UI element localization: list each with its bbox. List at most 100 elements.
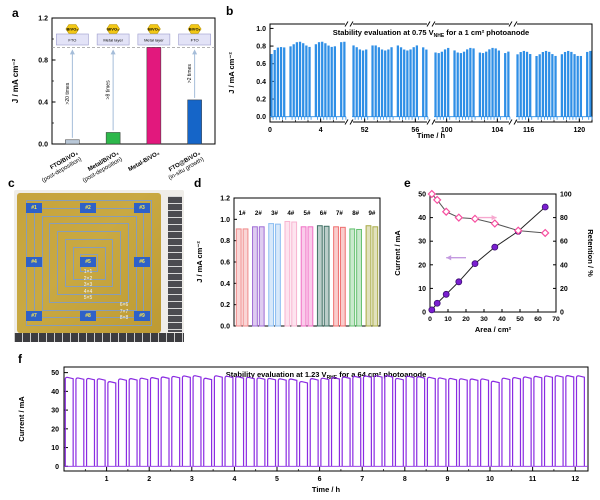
svg-text:BiVO₄: BiVO₄ bbox=[67, 27, 79, 32]
svg-text:Time / h: Time / h bbox=[417, 131, 446, 140]
svg-text:52: 52 bbox=[361, 127, 369, 134]
svg-text:20: 20 bbox=[51, 426, 59, 433]
svg-text:1#: 1# bbox=[239, 210, 246, 217]
svg-text:J / mA cm⁻²: J / mA cm⁻² bbox=[227, 52, 236, 94]
svg-text:100: 100 bbox=[441, 127, 453, 134]
svg-text:0.2: 0.2 bbox=[220, 302, 230, 309]
svg-text:1: 1 bbox=[105, 476, 109, 483]
svg-text:0.8: 0.8 bbox=[220, 238, 230, 245]
right-axis-arrow bbox=[491, 215, 497, 221]
svg-text:7: 7 bbox=[360, 476, 364, 483]
svg-text:40: 40 bbox=[418, 215, 426, 222]
svg-text:20: 20 bbox=[418, 262, 426, 269]
current-point bbox=[433, 299, 441, 307]
svg-text:4: 4 bbox=[232, 476, 236, 483]
area-size-list-corner: 6×6 7×7 8×8 bbox=[119, 302, 129, 321]
svg-text:0: 0 bbox=[422, 310, 426, 317]
svg-text:11: 11 bbox=[529, 476, 537, 483]
svg-text:>20 times: >20 times bbox=[65, 82, 71, 104]
svg-text:60: 60 bbox=[534, 316, 542, 323]
sample-spot: #6 bbox=[134, 257, 150, 267]
svg-text:12: 12 bbox=[571, 476, 579, 483]
svg-text:2: 2 bbox=[147, 476, 151, 483]
retention-point bbox=[454, 213, 464, 222]
svg-text:Metal layer: Metal layer bbox=[144, 38, 164, 43]
svg-text:5#: 5# bbox=[304, 210, 311, 217]
svg-text:56: 56 bbox=[411, 127, 419, 134]
svg-text:Metal-BiVO₄: Metal-BiVO₄ bbox=[128, 150, 161, 173]
current-point bbox=[491, 243, 499, 251]
current-point bbox=[471, 260, 479, 268]
area-outline-square bbox=[49, 223, 129, 303]
svg-text:50: 50 bbox=[418, 192, 426, 199]
svg-text:60: 60 bbox=[560, 239, 568, 246]
inset-bivo4-hexagon bbox=[147, 24, 161, 34]
svg-text:Retention / %: Retention / % bbox=[586, 229, 595, 277]
retention-point bbox=[540, 228, 550, 238]
svg-text:0.0: 0.0 bbox=[220, 324, 230, 331]
area-outline-square bbox=[72, 246, 106, 280]
ruler-vertical bbox=[168, 196, 182, 332]
svg-text:40: 40 bbox=[51, 389, 59, 396]
svg-text:30: 30 bbox=[480, 316, 488, 323]
area-outline-square bbox=[64, 238, 114, 288]
svg-text:10: 10 bbox=[51, 445, 59, 452]
svg-text:>8 times: >8 times bbox=[106, 80, 112, 100]
svg-text:20: 20 bbox=[560, 286, 568, 293]
svg-text:Stability evaluation at 0.75 V: Stability evaluation at 0.75 VNHE for a … bbox=[333, 28, 529, 39]
svg-text:BiVO₄: BiVO₄ bbox=[107, 27, 119, 32]
panel-a-label: a bbox=[12, 6, 19, 20]
svg-text:7#: 7# bbox=[336, 210, 343, 217]
current-point bbox=[541, 203, 549, 211]
svg-text:4: 4 bbox=[319, 127, 323, 134]
svg-text:Time / h: Time / h bbox=[312, 485, 341, 494]
svg-text:Current / mA: Current / mA bbox=[17, 396, 26, 442]
svg-text:3#: 3# bbox=[271, 210, 278, 217]
svg-text:BiVO₄: BiVO₄ bbox=[189, 27, 201, 32]
svg-text:0.8: 0.8 bbox=[38, 58, 48, 65]
svg-text:FTO/BiVO₄(post-deposition): FTO/BiVO₄(post-deposition) bbox=[38, 150, 83, 184]
svg-text:116: 116 bbox=[523, 127, 534, 134]
svg-text:Area / cm²: Area / cm² bbox=[475, 325, 512, 334]
panel-a-plot: 0.0 0.4 0.8 1.2 J / mA cm⁻² FTO/BiVO₄(post-de… bbox=[11, 16, 216, 184]
svg-text:0: 0 bbox=[268, 127, 272, 134]
svg-text:0.4: 0.4 bbox=[38, 100, 48, 107]
sample-spot: #4 bbox=[26, 257, 42, 267]
svg-text:Metal layer: Metal layer bbox=[103, 38, 123, 43]
panel-c-label: c bbox=[8, 176, 15, 190]
panel-f-label: f bbox=[18, 352, 22, 366]
sample-spot: #1 bbox=[26, 203, 42, 213]
svg-text:8#: 8# bbox=[352, 210, 359, 217]
retention-point bbox=[432, 195, 442, 205]
retention-line bbox=[431, 193, 546, 234]
area-outline-square bbox=[57, 231, 121, 295]
svg-text:30: 30 bbox=[418, 239, 426, 246]
panel-b-label: b bbox=[226, 4, 234, 18]
sample-spot: #8 bbox=[80, 311, 96, 321]
inset-bivo4-hexagon bbox=[187, 24, 202, 34]
inset-bivo4-hexagon bbox=[65, 24, 80, 34]
panel-b-plot: 0.0 0.2 0.4 0.6 0.8 1.0 J / mA cm⁻² Time / h Sta… bbox=[227, 21, 593, 140]
svg-text:80: 80 bbox=[560, 215, 568, 222]
sample-spot: #9 bbox=[134, 311, 150, 321]
svg-text:3: 3 bbox=[190, 476, 194, 483]
panel-d-plot: 0.0 0.2 0.4 0.6 0.8 1.0 1.2 J / mA cm⁻² 1# 2# 3# 4#… bbox=[195, 196, 381, 331]
retention-point bbox=[490, 219, 500, 228]
svg-text:50: 50 bbox=[51, 370, 59, 377]
svg-text:0.0: 0.0 bbox=[38, 142, 48, 149]
inset-substrate-box bbox=[178, 33, 211, 46]
sample-spot: #5 bbox=[80, 257, 96, 267]
svg-text:>2 times: >2 times bbox=[187, 64, 193, 84]
sample-spot: #2 bbox=[80, 203, 96, 213]
panel-c-photo: #1 #2 #3 #4 #5 #6 #7 #8 #9 1×1 2×2 3×3 4×4 5×5 6×6 7×7 8… bbox=[14, 190, 184, 342]
panel-b-stability-chart: 0.0 0.2 0.4 0.6 0.8 1.0 J / mA cm⁻² Time / h Sta… bbox=[227, 21, 593, 140]
svg-text:Current / mA: Current / mA bbox=[393, 230, 402, 276]
svg-text:20: 20 bbox=[462, 316, 470, 323]
svg-text:6#: 6# bbox=[320, 210, 327, 217]
svg-text:5: 5 bbox=[275, 476, 279, 483]
svg-text:100: 100 bbox=[560, 192, 572, 199]
left-axis-arrow bbox=[446, 255, 452, 261]
svg-text:0.0: 0.0 bbox=[256, 114, 266, 121]
